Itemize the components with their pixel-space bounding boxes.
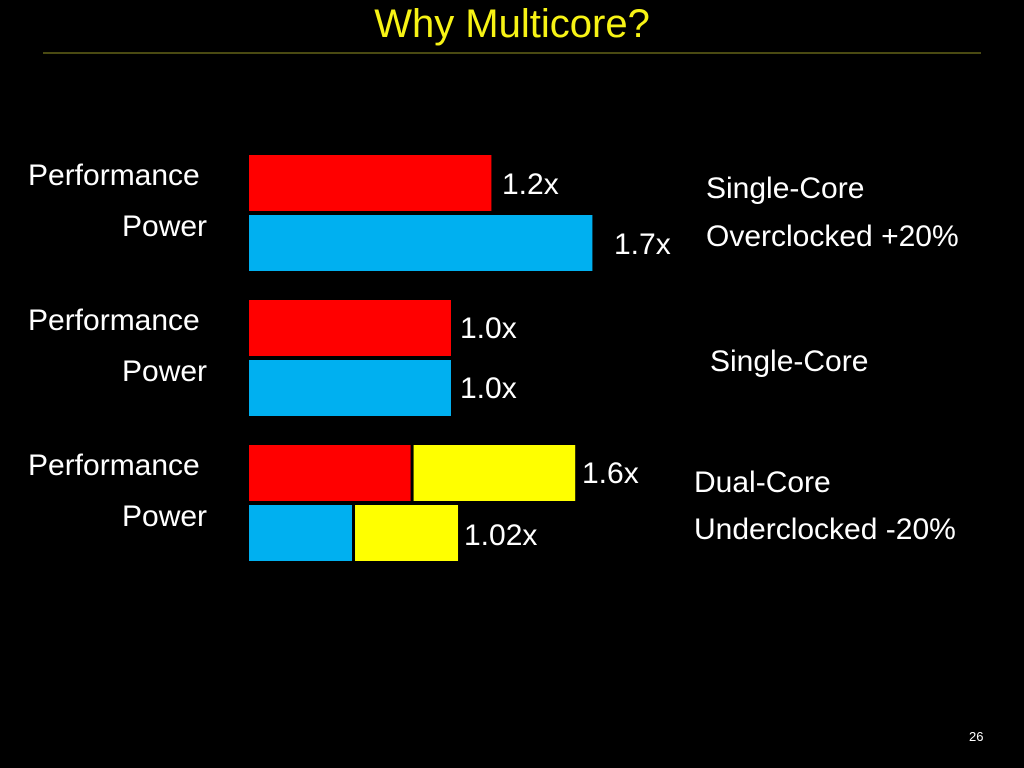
performance-bar-segment — [249, 155, 492, 211]
row-label-power: Power — [122, 500, 208, 533]
power-bar-segment — [249, 215, 593, 271]
power-bar-segment — [355, 505, 459, 561]
power-bar-segment — [249, 360, 451, 416]
config-note-line: Single-Core — [706, 172, 865, 205]
value-label: 1.6x — [582, 457, 639, 490]
value-label: 1.02x — [464, 519, 538, 552]
config-note-line: Overclocked +20% — [706, 220, 959, 253]
row-label-power: Power — [122, 210, 208, 243]
performance-bar-segment — [249, 300, 451, 356]
row-label-power: Power — [122, 355, 208, 388]
value-label: 1.2x — [502, 168, 559, 201]
row-label-performance: Performance — [28, 304, 200, 337]
page-number: 26 — [969, 729, 984, 744]
title-rule — [43, 52, 981, 54]
slide-title: Why Multicore? — [374, 2, 650, 46]
config-note-line: Single-Core — [710, 345, 869, 378]
row-label-performance: Performance — [28, 159, 200, 192]
value-label: 1.7x — [614, 228, 671, 261]
performance-bar-segment — [249, 445, 411, 501]
config-note-line: Underclocked -20% — [694, 513, 956, 546]
performance-bar-segment — [413, 445, 576, 501]
value-label: 1.0x — [460, 372, 517, 405]
config-note-line: Dual-Core — [694, 466, 831, 499]
value-label: 1.0x — [460, 312, 517, 345]
power-bar-segment — [249, 505, 353, 561]
row-label-performance: Performance — [28, 449, 200, 482]
